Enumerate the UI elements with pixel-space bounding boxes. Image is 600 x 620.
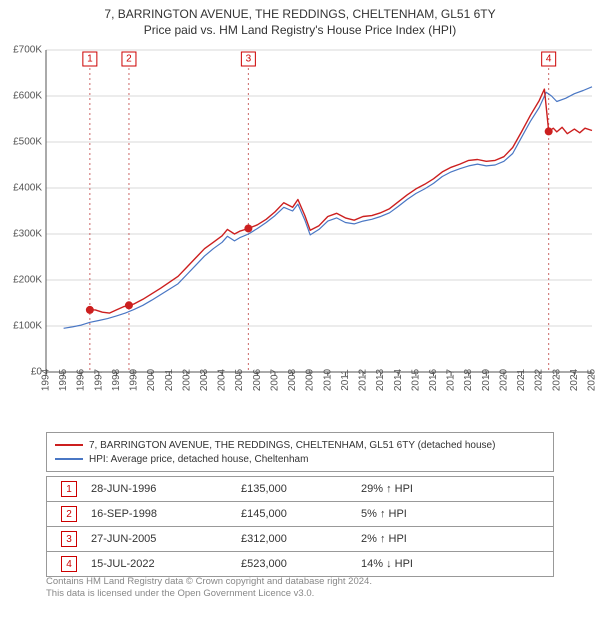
table-row: 1 28-JUN-1996 £135,000 29% ↑ HPI: [47, 476, 553, 501]
footer: Contains HM Land Registry data © Crown c…: [46, 576, 554, 601]
svg-text:£500K: £500K: [13, 137, 42, 148]
legend-label-property: 7, BARRINGTON AVENUE, THE REDDINGS, CHEL…: [89, 440, 495, 451]
legend-swatch-property: [55, 444, 83, 446]
row-date: 16-SEP-1998: [91, 508, 241, 520]
table-row: 3 27-JUN-2005 £312,000 2% ↑ HPI: [47, 526, 553, 551]
footer-line2: This data is licensed under the Open Gov…: [46, 588, 554, 600]
chart: £0£100K£200K£300K£400K£500K£600K£700K199…: [0, 42, 600, 422]
price-chart-page: 7, BARRINGTON AVENUE, THE REDDINGS, CHEL…: [0, 0, 600, 620]
transactions-table: 1 28-JUN-1996 £135,000 29% ↑ HPI 2 16-SE…: [46, 476, 554, 577]
row-date: 15-JUL-2022: [91, 558, 241, 570]
row-delta: 2% ↑ HPI: [361, 533, 553, 545]
svg-text:£200K: £200K: [13, 275, 42, 286]
svg-text:4: 4: [546, 54, 552, 65]
row-price: £135,000: [241, 483, 361, 495]
legend-swatch-hpi: [55, 458, 83, 460]
svg-text:3: 3: [246, 54, 252, 65]
svg-text:£700K: £700K: [13, 45, 42, 56]
footer-line1: Contains HM Land Registry data © Crown c…: [46, 576, 554, 588]
row-marker: 1: [47, 481, 91, 497]
svg-text:£600K: £600K: [13, 91, 42, 102]
row-marker: 3: [47, 531, 91, 547]
row-marker: 4: [47, 556, 91, 572]
svg-text:£400K: £400K: [13, 183, 42, 194]
svg-text:£100K: £100K: [13, 321, 42, 332]
table-row: 4 15-JUL-2022 £523,000 14% ↓ HPI: [47, 551, 553, 576]
row-delta: 29% ↑ HPI: [361, 483, 553, 495]
row-price: £523,000: [241, 558, 361, 570]
table-row: 2 16-SEP-1998 £145,000 5% ↑ HPI: [47, 501, 553, 526]
svg-text:1: 1: [87, 54, 93, 65]
svg-text:£300K: £300K: [13, 229, 42, 240]
row-marker: 2: [47, 506, 91, 522]
row-delta: 14% ↓ HPI: [361, 558, 553, 570]
row-date: 28-JUN-1996: [91, 483, 241, 495]
row-price: £145,000: [241, 508, 361, 520]
row-delta: 5% ↑ HPI: [361, 508, 553, 520]
legend-item-property: 7, BARRINGTON AVENUE, THE REDDINGS, CHEL…: [55, 438, 545, 452]
legend-item-hpi: HPI: Average price, detached house, Chel…: [55, 452, 545, 466]
title-subtitle: Price paid vs. HM Land Registry's House …: [0, 22, 600, 38]
chart-svg: £0£100K£200K£300K£400K£500K£600K£700K199…: [0, 42, 600, 422]
row-price: £312,000: [241, 533, 361, 545]
svg-text:2: 2: [126, 54, 132, 65]
title-address: 7, BARRINGTON AVENUE, THE REDDINGS, CHEL…: [0, 6, 600, 22]
row-date: 27-JUN-2005: [91, 533, 241, 545]
legend: 7, BARRINGTON AVENUE, THE REDDINGS, CHEL…: [46, 432, 554, 472]
legend-label-hpi: HPI: Average price, detached house, Chel…: [89, 454, 308, 465]
title-block: 7, BARRINGTON AVENUE, THE REDDINGS, CHEL…: [0, 0, 600, 38]
